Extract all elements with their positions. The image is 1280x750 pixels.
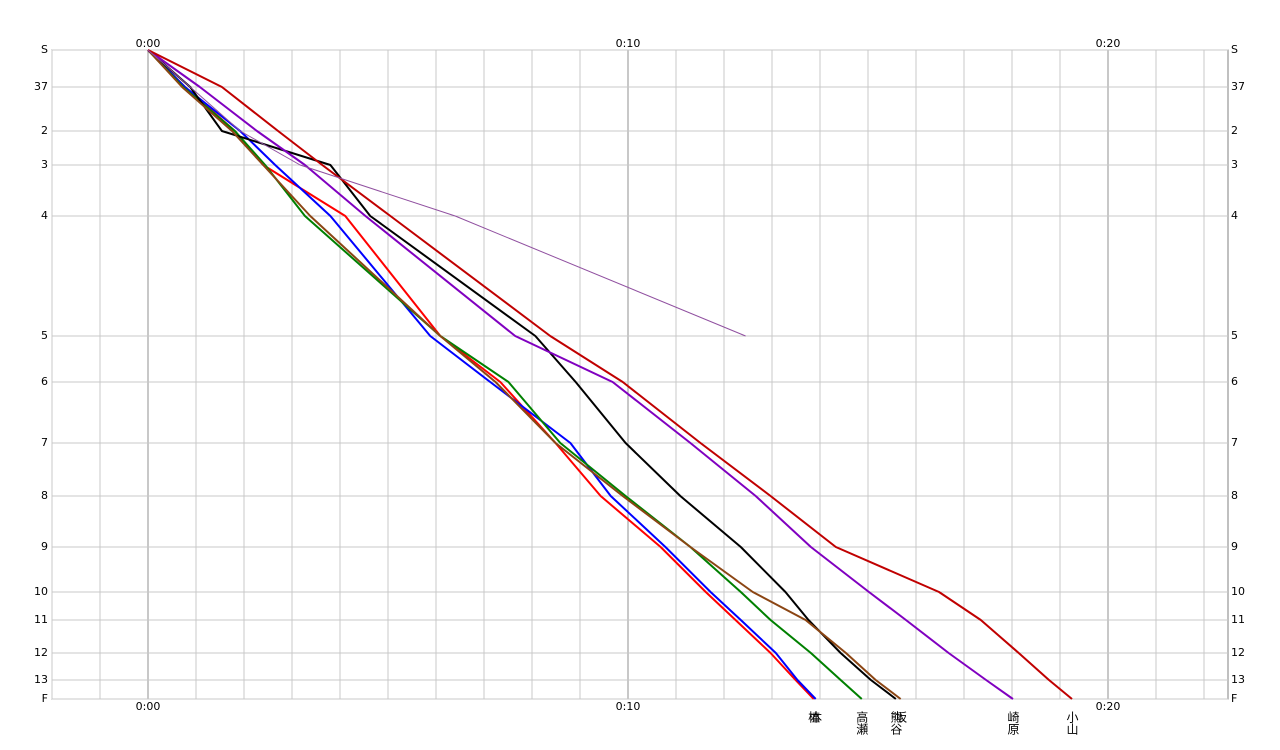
split-line bbox=[147, 49, 1014, 700]
y-tick-label-right: 3 bbox=[1231, 158, 1238, 171]
y-tick-label-left: 6 bbox=[41, 375, 48, 388]
y-tick-label-right: 6 bbox=[1231, 375, 1238, 388]
y-tick-label-left: 13 bbox=[34, 673, 48, 686]
runner-label: 坂 bbox=[894, 711, 908, 724]
y-tick-label-left: 9 bbox=[41, 540, 48, 553]
runner-label: 高瀬 bbox=[855, 710, 869, 735]
y-tick-label-left: 10 bbox=[34, 585, 48, 598]
y-tick-label-left: 5 bbox=[41, 329, 48, 342]
runner-label: 熊谷 bbox=[889, 710, 903, 736]
y-tick-label-right: 11 bbox=[1231, 613, 1245, 626]
x-tick-label-bottom: 0:20 bbox=[1096, 700, 1121, 713]
y-tick-label-left: 3 bbox=[41, 158, 48, 171]
y-tick-label-right: F bbox=[1231, 692, 1237, 705]
y-tick-label-left: 2 bbox=[41, 124, 48, 137]
y-tick-label-right: 9 bbox=[1231, 540, 1238, 553]
runner-label: 小山 bbox=[1065, 711, 1079, 735]
y-tick-label-right: 7 bbox=[1231, 436, 1238, 449]
y-tick-label-left: F bbox=[42, 692, 48, 705]
y-tick-label-left: 12 bbox=[34, 646, 48, 659]
y-tick-label-left: 37 bbox=[34, 80, 48, 93]
runner-label: 本 bbox=[809, 711, 823, 724]
y-tick-label-left: 7 bbox=[41, 436, 48, 449]
x-tick-label-bottom: 0:10 bbox=[616, 700, 641, 713]
y-tick-label-left: 11 bbox=[34, 613, 48, 626]
split-line bbox=[147, 49, 817, 700]
x-tick-label-top: 0:10 bbox=[616, 37, 641, 50]
y-tick-label-right: 37 bbox=[1231, 80, 1245, 93]
x-tick-label-top: 0:20 bbox=[1096, 37, 1121, 50]
y-tick-label-left: 4 bbox=[41, 209, 48, 222]
runner-label: 崎原 bbox=[1006, 711, 1020, 735]
split-line bbox=[147, 49, 1073, 700]
y-tick-label-right: S bbox=[1231, 43, 1238, 56]
y-tick-label-right: 4 bbox=[1231, 209, 1238, 222]
x-tick-label-bottom: 0:00 bbox=[136, 700, 161, 713]
plot-frame bbox=[51, 49, 1229, 700]
y-tick-label-right: 5 bbox=[1231, 329, 1238, 342]
split-line bbox=[147, 49, 863, 700]
y-tick-label-right: 10 bbox=[1231, 585, 1245, 598]
y-tick-label-left: 8 bbox=[41, 489, 48, 502]
y-tick-label-right: 2 bbox=[1231, 124, 1238, 137]
runner-label: 植 bbox=[807, 710, 821, 723]
split-line bbox=[147, 49, 746, 337]
y-tick-label-right: 12 bbox=[1231, 646, 1245, 659]
y-tick-label-left: S bbox=[41, 43, 48, 56]
y-tick-label-right: 8 bbox=[1231, 489, 1238, 502]
y-tick-label-right: 13 bbox=[1231, 673, 1245, 686]
split-line bbox=[147, 49, 902, 700]
split-line bbox=[147, 49, 897, 700]
x-tick-label-top: 0:00 bbox=[136, 37, 161, 50]
